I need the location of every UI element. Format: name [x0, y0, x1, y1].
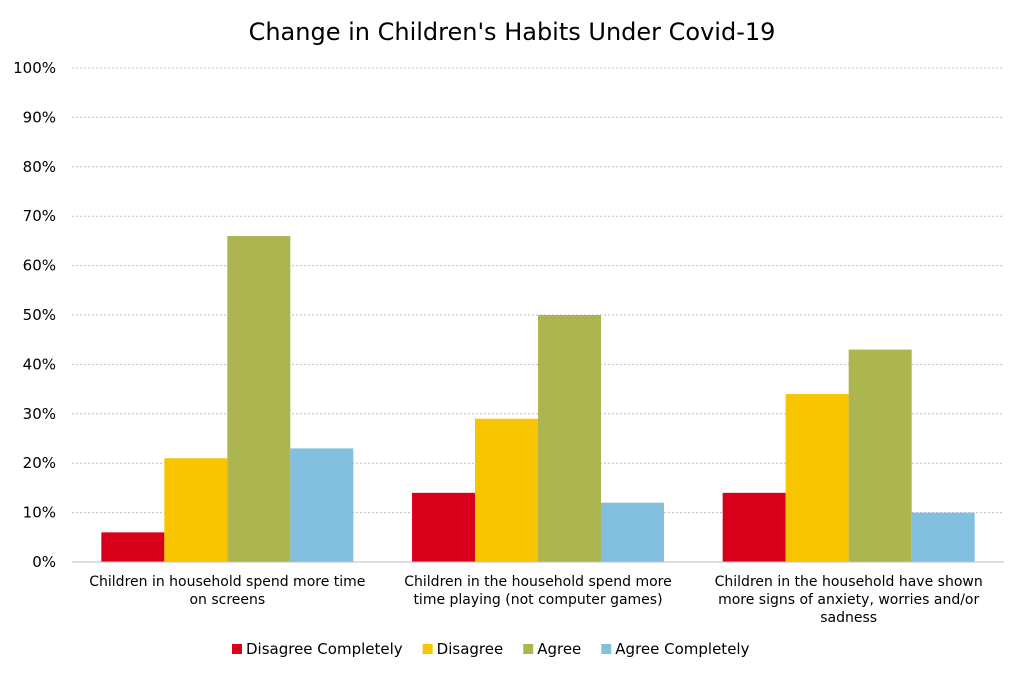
legend-swatch [601, 644, 612, 654]
bar-disagree-completely [412, 492, 475, 562]
legend-item: Agree Completely [601, 640, 750, 658]
bar-agree-completely [290, 448, 354, 562]
y-tick-label: 80% [23, 158, 56, 176]
legend-label: Disagree [437, 640, 504, 658]
bar-disagree-completely [101, 532, 165, 562]
legend-swatch [523, 644, 534, 654]
bar-disagree [785, 394, 849, 562]
y-tick-label: 0% [32, 553, 56, 571]
bar-disagree [164, 458, 228, 562]
x-category-label: Children in the household have shown [715, 574, 983, 590]
x-category-label: on screens [189, 592, 265, 608]
legend-item: Agree [523, 640, 581, 658]
legend-swatch [422, 644, 433, 654]
y-tick-label: 40% [23, 355, 56, 373]
y-tick-label: 60% [23, 257, 56, 275]
y-tick-label: 50% [23, 306, 56, 324]
y-tick-label: 100% [13, 59, 56, 77]
bar-agree-completely [911, 512, 975, 562]
legend-label: Disagree Completely [246, 640, 403, 658]
y-tick-label: 10% [23, 504, 56, 522]
y-tick-label: 90% [23, 108, 56, 126]
legend-item: Disagree Completely [232, 640, 403, 658]
x-category-label: Children in the household spend more [404, 574, 672, 590]
y-axis-ticks: 0% 10% 20% 30% 40% 50% 60% 70% 80% 90% 100% [13, 59, 56, 571]
y-tick-label: 70% [23, 207, 56, 225]
x-category-label: sadness [820, 610, 877, 626]
x-category-label: Children in household spend more time [89, 574, 365, 590]
legend-item: Disagree [422, 640, 504, 658]
bars [101, 235, 975, 562]
bar-agree-completely [601, 502, 664, 562]
legend-label: Agree Completely [615, 640, 749, 658]
bar-agree [538, 315, 601, 562]
x-axis-categories: Children in household spend more time on … [89, 574, 982, 626]
y-tick-label: 30% [23, 405, 56, 423]
bar-agree [848, 349, 912, 562]
bar-disagree-completely [722, 492, 786, 562]
legend-label: Agree [537, 640, 581, 658]
bar-disagree [475, 418, 538, 562]
legend: Disagree Completely Disagree Agree Agree Co… [232, 640, 750, 658]
legend-swatch [232, 644, 242, 654]
x-category-label: more signs of anxiety, worries and/or [718, 592, 979, 608]
x-category-label: time playing (not computer games) [413, 592, 662, 608]
bar-agree [227, 235, 291, 562]
chart-title: Change in Children's Habits Under Covid-… [249, 18, 776, 46]
y-tick-label: 20% [23, 454, 56, 472]
